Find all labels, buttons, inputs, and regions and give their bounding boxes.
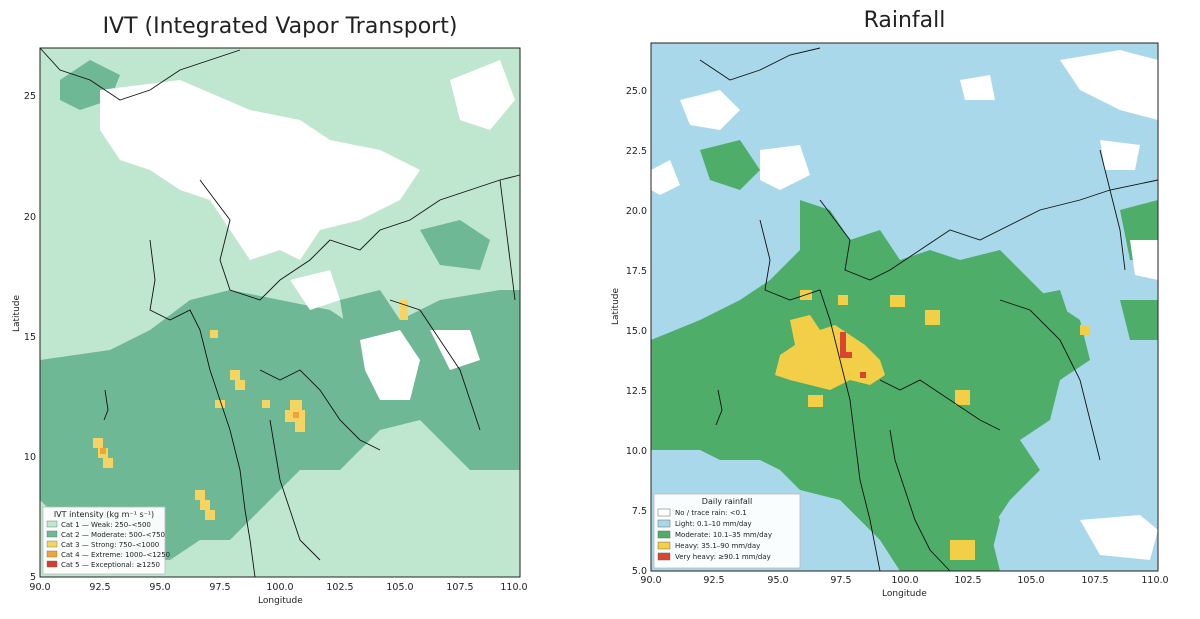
ivt-x-ticks: 90.0 92.5 95.0 97.5 100.0 102.5 105.0 10… xyxy=(29,582,527,593)
rainfall-legend-label: Very heavy: ≥90.1 mm/day xyxy=(675,553,771,561)
rainfall-boundaries xyxy=(699,47,1159,572)
ivt-x-tick: 107.5 xyxy=(446,582,473,593)
ivt-legend-label: Cat 2 — Moderate: 500–<750 xyxy=(61,531,165,539)
ivt-x-axis-label: Longitude xyxy=(258,596,303,606)
ivt-y-tick: 25 xyxy=(24,91,36,102)
rainfall-legend-item: Moderate: 10.1–35 mm/day xyxy=(657,530,772,539)
ivt-x-tick: 90.0 xyxy=(29,582,50,593)
rainfall-legend-label: No / trace rain: <0.1 xyxy=(675,509,747,517)
rainfall-very-heavy-cells xyxy=(840,332,866,378)
ivt-legend-title: IVT intensity (kg m⁻¹ s⁻¹) xyxy=(54,510,154,519)
rainfall-y-tick: 5.0 xyxy=(632,566,647,577)
ivt-legend-item: Cat 5 — Exceptional: ≥1250 xyxy=(46,560,160,569)
rainfall-x-axis-label: Longitude xyxy=(882,589,927,599)
ivt-y-tick: 20 xyxy=(24,212,36,223)
ivt-x-tick: 92.5 xyxy=(89,582,110,593)
ivt-legend-item: Cat 3 — Strong: 750–<1000 xyxy=(46,540,159,549)
rainfall-y-ticks: 5.0 7.5 10.0 12.5 15.0 17.5 20.0 22.5 25… xyxy=(626,86,647,577)
rainfall-clear-areas xyxy=(651,50,1158,560)
rainfall-x-tick: 102.5 xyxy=(954,575,981,586)
ivt-legend-label: Cat 4 — Extreme: 1000–<1250 xyxy=(61,551,170,559)
rainfall-y-tick: 20.0 xyxy=(626,206,647,217)
rainfall-x-tick: 95.0 xyxy=(767,575,788,586)
rainfall-x-tick: 105.0 xyxy=(1017,575,1044,586)
rainfall-legend-item: Very heavy: ≥90.1 mm/day xyxy=(657,552,771,561)
rainfall-x-tick: 90.0 xyxy=(640,575,661,586)
ivt-legend-item: Cat 1 — Weak: 250–<500 xyxy=(46,520,151,529)
ivt-x-tick: 100.0 xyxy=(266,582,293,593)
ivt-legend-label: Cat 3 — Strong: 750–<1000 xyxy=(61,541,159,549)
rainfall-legend-label: Light: 0.1–10 mm/day xyxy=(675,520,752,528)
rainfall-legend-label: Moderate: 10.1–35 mm/day xyxy=(675,531,772,539)
rainfall-x-tick: 92.5 xyxy=(703,575,724,586)
ivt-map-frame xyxy=(39,47,521,578)
rainfall-y-tick: 7.5 xyxy=(632,506,647,517)
rainfall-map xyxy=(650,42,1159,572)
rainfall-x-tick: 107.5 xyxy=(1081,575,1108,586)
ivt-y-tick: 5 xyxy=(30,572,36,583)
rainfall-legend-item: Heavy: 35.1–90 mm/day xyxy=(657,541,760,550)
rainfall-legend-item: Light: 0.1–10 mm/day xyxy=(657,519,752,528)
rainfall-x-ticks: 90.0 92.5 95.0 97.5 100.0 102.5 105.0 10… xyxy=(640,575,1168,586)
ivt-legend: IVT intensity (kg m⁻¹ s⁻¹) Cat 1 — Weak:… xyxy=(42,506,170,575)
ivt-legend-item: Cat 2 — Moderate: 500–<750 xyxy=(46,530,165,539)
ivt-legend-label: Cat 5 — Exceptional: ≥1250 xyxy=(61,561,160,569)
ivt-x-tick: 110.0 xyxy=(500,582,527,593)
rainfall-legend: Daily rainfall No / trace rain: <0.1 Lig… xyxy=(653,493,801,569)
ivt-x-tick: 95.0 xyxy=(149,582,170,593)
ivt-legend-label: Cat 1 — Weak: 250–<500 xyxy=(61,521,151,529)
rainfall-y-tick: 10.0 xyxy=(626,446,647,457)
rainfall-legend-label: Heavy: 35.1–90 mm/day xyxy=(675,542,760,550)
rainfall-y-tick: 25.0 xyxy=(626,86,647,97)
ivt-map-title: IVT (Integrated Vapor Transport) xyxy=(102,14,458,39)
rainfall-y-tick: 22.5 xyxy=(626,146,647,157)
ivt-map xyxy=(39,47,521,578)
ivt-y-tick: 10 xyxy=(24,452,36,463)
rainfall-map-frame xyxy=(650,42,1159,572)
rainfall-x-tick: 110.0 xyxy=(1141,575,1168,586)
rainfall-y-tick: 12.5 xyxy=(626,386,647,397)
ivt-x-tick: 102.5 xyxy=(326,582,353,593)
ivt-x-tick: 105.0 xyxy=(386,582,413,593)
ivt-boundaries xyxy=(39,47,521,578)
rainfall-y-tick: 17.5 xyxy=(626,266,647,277)
ivt-x-tick: 97.5 xyxy=(209,582,230,593)
rainfall-x-tick: 97.5 xyxy=(830,575,851,586)
rainfall-map-title: Rainfall xyxy=(863,8,946,33)
rainfall-heavy-cells xyxy=(775,290,1090,560)
ivt-y-ticks: 5 10 15 20 25 xyxy=(24,91,36,583)
rainfall-legend-title: Daily rainfall xyxy=(702,497,752,506)
ivt-legend-item: Cat 4 — Extreme: 1000–<1250 xyxy=(46,550,170,559)
rainfall-legend-item: No / trace rain: <0.1 xyxy=(657,508,747,517)
rainfall-y-tick: 15.0 xyxy=(626,326,647,337)
ivt-y-tick: 15 xyxy=(24,332,36,343)
rainfall-x-tick: 100.0 xyxy=(891,575,918,586)
ivt-extreme-cells xyxy=(100,412,299,454)
ivt-clear-areas xyxy=(100,60,515,400)
